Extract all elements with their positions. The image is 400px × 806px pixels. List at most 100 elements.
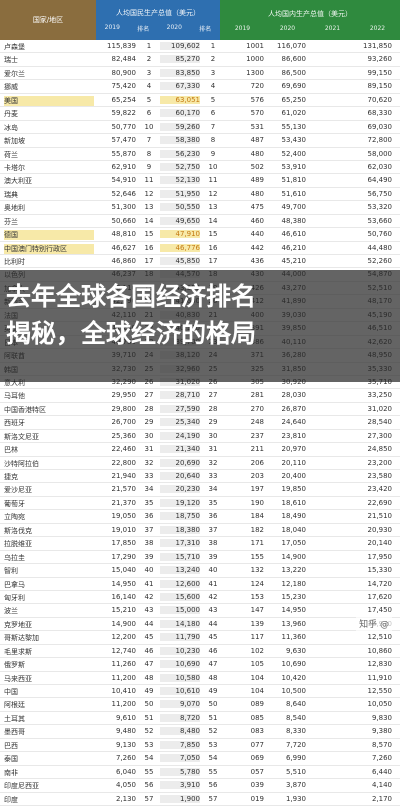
cell-v4: 48,380: [281, 216, 307, 225]
cell-r1: 51: [144, 713, 154, 722]
cell-r1: 12: [144, 189, 154, 198]
cell-v2: 15,000: [160, 606, 200, 615]
cell-v3: 211: [250, 445, 264, 454]
cell-name: 丹麦: [4, 110, 18, 119]
cell-r2: 53: [208, 740, 218, 749]
cell-v6: 10,860: [367, 646, 393, 655]
cell-r1: 53: [144, 740, 154, 749]
cell-r2: 1: [210, 42, 216, 50]
table-row: 巴西 9,130 53 7,850 53 077 7,720 8,570: [0, 739, 400, 753]
cell-r1: 43: [144, 606, 154, 615]
cell-v2: 9,070: [160, 700, 200, 709]
cell-v6: 4,140: [371, 781, 392, 790]
cell-r2: 44: [208, 619, 218, 628]
cell-v3: 720: [250, 82, 264, 91]
cell-r1: 33: [144, 472, 154, 480]
cell-v1: 9,130: [115, 740, 136, 749]
table-row: 波兰 15,210 43 15,000 43 147 14,950 17,450: [0, 604, 400, 618]
cell-r1: 10: [144, 122, 154, 131]
cell-r2: 43: [208, 606, 218, 615]
cell-v1: 29,950: [111, 391, 137, 400]
article-title-line-2: 揭秘，全球经济的格局: [6, 319, 257, 348]
cell-v1: 80,900: [111, 68, 137, 77]
cell-r2: 46: [208, 646, 218, 655]
cell-r2: 41: [208, 579, 218, 588]
cell-v4: 69,690: [281, 82, 307, 91]
header-gdp-sub-4: 2022: [369, 24, 386, 32]
cell-name: 斯洛文尼亚: [4, 432, 39, 441]
cell-v1: 59,822: [111, 109, 137, 118]
cell-v3: 104: [250, 687, 264, 695]
header-gdp-sub-2: 2020: [279, 24, 296, 32]
cell-name: 波兰: [4, 607, 18, 616]
cell-name: 巴西: [4, 741, 18, 750]
cell-name: 荷兰: [4, 150, 18, 159]
cell-name: 中国: [4, 688, 18, 696]
cell-r2: 30: [208, 431, 218, 440]
cell-r2: 38: [208, 539, 218, 548]
cell-v4: 10,420: [281, 673, 307, 682]
cell-r1: 46: [144, 646, 154, 655]
table-row: 南非 6,040 55 5,780 55 057 5,510 6,440: [0, 766, 400, 780]
cell-v3: 117: [250, 633, 264, 642]
cell-v1: 55,870: [111, 149, 137, 158]
cell-v3: 1000: [246, 55, 264, 64]
cell-r2: 37: [208, 525, 218, 534]
cell-v6: 11,910: [367, 673, 393, 682]
cell-v6: 68,330: [367, 109, 393, 118]
header-gdp-subcolumns: 2019 2020 2021 2022: [220, 25, 400, 32]
table-row: 泰国 7,260 54 7,050 54 069 6,990 7,260: [0, 752, 400, 766]
cell-v4: 8,640: [285, 700, 306, 709]
cell-r2: 13: [208, 203, 218, 212]
cell-v4: 18,040: [281, 525, 307, 534]
cell-v2: 20,690: [160, 458, 200, 467]
cell-v3: 570: [250, 109, 264, 118]
cell-name: 印度尼西亚: [4, 782, 39, 791]
cell-r2: 45: [208, 633, 218, 642]
cell-v4: 52,400: [281, 149, 307, 158]
cell-v2: 1,900: [160, 794, 200, 803]
cell-v3: 460: [250, 216, 264, 225]
cell-v2: 20,230: [160, 485, 200, 494]
cell-v1: 19,050: [111, 512, 137, 521]
cell-r1: 28: [144, 404, 154, 413]
table-row: 印度尼西亚 4,050 56 3,910 56 039 3,870 4,140: [0, 779, 400, 793]
cell-name: 中国香港特区: [4, 405, 46, 414]
cell-v6: 23,420: [367, 485, 393, 494]
table-row: 斯洛伐克 19,010 37 18,380 37 182 18,040 20,930: [0, 524, 400, 538]
article-title-line-1: 去年全球各国经济排名: [6, 282, 257, 311]
cell-name: 卡塔尔: [4, 163, 25, 172]
header-gnp-title: 人均国民生产总值（美元）: [116, 8, 200, 17]
cell-r2: 47: [208, 660, 218, 669]
cell-v1: 9,480: [115, 727, 136, 736]
cell-v1: 11,260: [111, 660, 137, 669]
table-row: 西班牙 26,700 29 25,340 29 248 24,640 28,540: [0, 416, 400, 430]
cell-v6: 28,540: [367, 418, 393, 427]
cell-v6: 2,170: [371, 794, 392, 803]
cell-v3: 124: [250, 579, 264, 588]
cell-v6: 27,300: [367, 431, 393, 440]
cell-v2: 46,776: [160, 243, 200, 252]
cell-v1: 17,290: [111, 552, 137, 561]
table-row: 哥斯达黎加 12,200 45 11,790 45 117 11,360 12,510: [0, 631, 400, 645]
cell-v4: 45,210: [281, 257, 307, 265]
cell-v6: 56,750: [367, 189, 393, 198]
cell-v3: 206: [250, 458, 264, 467]
cell-v4: 11,360: [281, 633, 307, 642]
cell-r1: 49: [144, 687, 154, 695]
cell-v6: 131,850: [363, 42, 392, 50]
cell-v3: 436: [250, 257, 264, 265]
cell-v2: 3,910: [160, 781, 200, 790]
cell-name: 马耳他: [4, 392, 25, 401]
cell-v3: 019: [250, 794, 264, 803]
cell-r2: 34: [208, 485, 218, 494]
table-row: 芬兰 50,660 14 49,650 14 460 48,380 53,660: [0, 215, 400, 229]
table-body: 卢森堡 115,839 1 109,602 1 1001 116,070 131,850 瑞士 8…: [0, 40, 400, 806]
cell-r1: 14: [144, 216, 154, 225]
cell-v2: 20,640: [160, 472, 200, 480]
cell-v2: 67,330: [160, 82, 200, 91]
cell-v2: 8,480: [160, 727, 200, 736]
cell-v2: 8,720: [160, 713, 200, 722]
cell-r2: 42: [208, 592, 218, 601]
cell-v3: 182: [250, 525, 264, 534]
